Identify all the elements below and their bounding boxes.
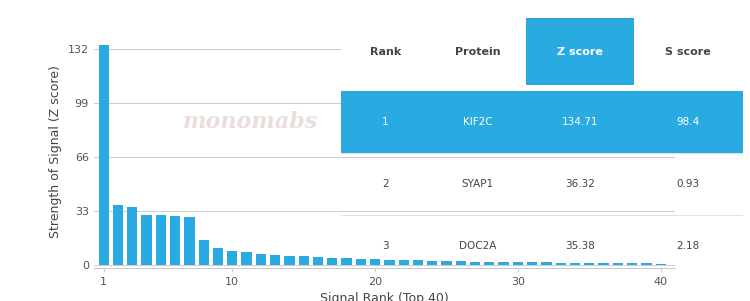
Text: 1: 1	[382, 116, 388, 127]
Text: monomabs: monomabs	[183, 111, 318, 133]
Bar	[213, 248, 223, 265]
Y-axis label: Strength of Signal (Z score): Strength of Signal (Z score)	[50, 66, 62, 238]
Bar	[313, 257, 323, 265]
Bar	[656, 264, 666, 265]
Bar	[284, 256, 295, 265]
Text: S score: S score	[665, 47, 711, 57]
Text: 35.38: 35.38	[565, 241, 595, 251]
Bar	[627, 263, 638, 265]
Bar	[370, 259, 380, 265]
Bar	[613, 263, 623, 265]
Text: KIF2C: KIF2C	[463, 116, 493, 127]
Bar	[113, 205, 123, 265]
Bar	[484, 262, 494, 265]
Text: 3: 3	[382, 241, 388, 251]
Bar	[634, 18, 742, 85]
Text: 36.32: 36.32	[565, 179, 595, 189]
Bar	[641, 263, 652, 265]
Bar	[526, 18, 634, 85]
Bar	[142, 215, 152, 265]
Bar	[170, 216, 180, 265]
Text: Z score: Z score	[557, 47, 603, 57]
Bar	[98, 45, 109, 265]
Bar	[430, 18, 526, 85]
Bar	[427, 261, 437, 265]
Text: DOC2A: DOC2A	[459, 241, 497, 251]
Bar	[199, 240, 208, 265]
Bar	[341, 18, 430, 85]
Bar	[542, 262, 551, 265]
Bar	[527, 262, 537, 265]
Bar	[441, 261, 452, 265]
Bar	[128, 207, 137, 265]
Bar	[356, 259, 366, 265]
Bar	[499, 262, 508, 265]
Bar	[556, 262, 566, 265]
Text: SYAP1: SYAP1	[461, 179, 494, 189]
Bar	[570, 263, 580, 265]
Bar	[456, 261, 466, 265]
Bar	[598, 263, 609, 265]
Text: 134.71: 134.71	[562, 116, 598, 127]
Bar	[384, 260, 394, 265]
Bar	[398, 260, 409, 265]
Bar	[298, 256, 309, 265]
Bar	[227, 251, 238, 265]
Text: 0.93: 0.93	[676, 179, 700, 189]
Bar	[184, 217, 194, 265]
Bar	[413, 260, 423, 265]
X-axis label: Signal Rank (Top 40): Signal Rank (Top 40)	[320, 293, 448, 301]
Bar	[256, 253, 266, 265]
Text: Rank: Rank	[370, 47, 401, 57]
Bar	[513, 262, 523, 265]
Bar	[584, 263, 595, 265]
Text: 2: 2	[382, 179, 388, 189]
Bar	[327, 258, 338, 265]
Text: Protein: Protein	[454, 47, 500, 57]
Bar	[470, 262, 480, 265]
Text: 98.4: 98.4	[676, 116, 700, 127]
Text: 2.18: 2.18	[676, 241, 700, 251]
Bar	[270, 255, 280, 265]
Bar	[341, 91, 742, 153]
Bar	[156, 215, 166, 265]
Bar	[341, 259, 352, 265]
Bar	[242, 252, 252, 265]
